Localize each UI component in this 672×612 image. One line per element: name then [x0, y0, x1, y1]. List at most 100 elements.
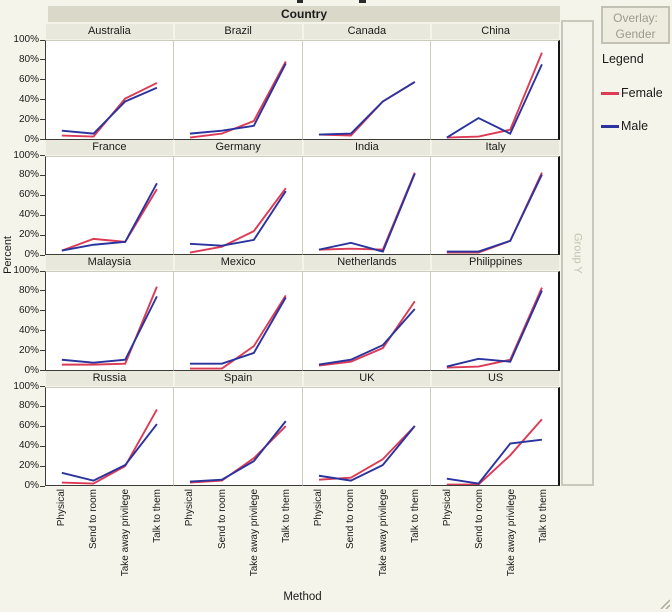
spain-female-line [190, 426, 286, 483]
y-tick-mark [40, 310, 45, 312]
y-tick-label: 0% [24, 364, 39, 376]
y-tick-mark [40, 214, 45, 216]
panel-plot-brazil[interactable] [173, 40, 303, 140]
y-tick-mark [40, 234, 45, 236]
legend-entry-label: Female [621, 86, 663, 100]
panel-header-italy: Italy [432, 139, 559, 155]
y-tick-mark [40, 59, 45, 61]
australia-male-line [62, 88, 157, 134]
x-tick-label-wrap: Take away privilege [118, 489, 134, 576]
panel-plot-spain[interactable] [173, 386, 303, 486]
panel-header-malaysia: Malaysia [46, 255, 173, 270]
group-y-label: Group Y [571, 232, 584, 274]
y-tick-label: 0% [24, 249, 39, 260]
panel-plot-india[interactable] [302, 155, 432, 255]
netherlands-female-line [318, 301, 414, 365]
panel-header-canada: Canada [303, 24, 431, 39]
y-tick-mark [40, 485, 45, 487]
y-tick-mark [40, 350, 45, 352]
x-tick-label-wrap: Send to room [85, 489, 101, 549]
panel-plot-russia[interactable] [45, 386, 174, 486]
panel-plot-france[interactable] [45, 155, 174, 255]
x-tick-label: Talk to them [152, 489, 164, 543]
y-tick-mark [40, 386, 45, 387]
x-tick-label-wrap: Take away privilege [246, 489, 262, 576]
russia-female-line [62, 409, 157, 483]
group-y-drop-zone[interactable]: Group Y [561, 20, 594, 486]
panel-plot-malaysia[interactable] [45, 271, 174, 371]
panel-plot-china[interactable] [431, 40, 560, 140]
y-tick-label: 100% [13, 265, 39, 276]
italy-male-line [447, 174, 542, 251]
us-female-line [447, 419, 542, 484]
panel-plot-uk[interactable] [302, 386, 432, 486]
panel-plot-canada[interactable] [302, 40, 432, 140]
y-tick-mark [40, 445, 45, 447]
philippines-female-line [447, 288, 542, 368]
y-axis-title: Percent [2, 236, 14, 274]
x-tick-label-wrap: Physical [311, 489, 327, 526]
x-tick-label-wrap: Talk to them [278, 489, 294, 543]
y-tick-label: 20% [18, 344, 39, 356]
x-tick-label-wrap: Take away privilege [504, 489, 520, 576]
x-tick-label-wrap: Physical [182, 489, 198, 526]
x-tick-label-wrap: Send to room [343, 489, 359, 549]
y-tick-mark [40, 119, 45, 121]
y-tick-label: 60% [18, 189, 39, 201]
netherlands-male-line [318, 309, 414, 365]
legend-entry-male[interactable]: Male [601, 119, 648, 133]
y-tick-label: 60% [18, 304, 39, 316]
y-tick-mark [40, 39, 45, 41]
y-tick-mark [40, 405, 45, 407]
malaysia-female-line [62, 287, 157, 365]
panel-plot-philippines[interactable] [431, 271, 560, 371]
philippines-male-line [447, 291, 542, 367]
us-male-line [447, 439, 542, 483]
panel-plot-netherlands[interactable] [302, 271, 432, 371]
panel-header-germany: Germany [174, 139, 302, 155]
x-tick-label-wrap: Talk to them [150, 489, 166, 543]
y-tick-mark [40, 155, 45, 156]
panel-plot-mexico[interactable] [173, 271, 303, 371]
panel-header-us: US [432, 370, 559, 386]
x-tick-label-wrap: Send to room [214, 489, 230, 549]
panel-plot-australia[interactable] [45, 40, 174, 140]
legend-entry-female[interactable]: Female [601, 86, 663, 100]
x-tick-label: Take away privilege [120, 489, 131, 577]
panel-plot-italy[interactable] [431, 155, 560, 255]
y-tick-label: 60% [18, 73, 39, 85]
y-tick-label: 40% [18, 324, 39, 336]
panel-header-netherlands: Netherlands [303, 255, 431, 270]
x-tick-label: Talk to them [409, 489, 421, 543]
x-tick-label: Talk to them [538, 489, 550, 543]
x-tick-label: Take away privilege [506, 489, 518, 577]
y-tick-label: 20% [18, 229, 39, 241]
legend-title: Legend [602, 52, 644, 66]
x-tick-label-wrap: Physical [53, 489, 69, 526]
panel-header-mexico: Mexico [174, 255, 302, 270]
brazil-male-line [190, 63, 286, 133]
overlay-box-line2: Gender [615, 27, 656, 41]
y-tick-mark [40, 254, 45, 256]
x-tick-label: Physical [184, 489, 196, 527]
x-tick-label-wrap: Talk to them [407, 489, 423, 543]
y-tick-label: 80% [18, 169, 39, 181]
x-tick-label-wrap: Send to room [472, 489, 488, 549]
y-tick-mark [40, 425, 45, 427]
china-male-line [447, 64, 542, 137]
x-tick-label: Physical [441, 489, 453, 527]
x-tick-label: Talk to them [280, 489, 292, 543]
x-tick-label-wrap: Talk to them [536, 489, 552, 543]
panel-plot-germany[interactable] [173, 155, 303, 255]
resize-grip-icon[interactable] [659, 598, 670, 609]
panel-plot-us[interactable] [431, 386, 560, 486]
y-tick-mark [40, 270, 45, 272]
panel-header-philippines: Philippines [432, 255, 559, 270]
overlay-gender-box[interactable]: Overlay: Gender [601, 6, 670, 44]
y-tick-mark [40, 194, 45, 196]
panel-header-spain: Spain [174, 370, 302, 386]
legend-entry-label: Male [621, 119, 649, 133]
x-tick-label-wrap: Take away privilege [375, 489, 391, 576]
malaysia-male-line [62, 296, 157, 362]
male-line-swatch-icon [601, 124, 619, 128]
